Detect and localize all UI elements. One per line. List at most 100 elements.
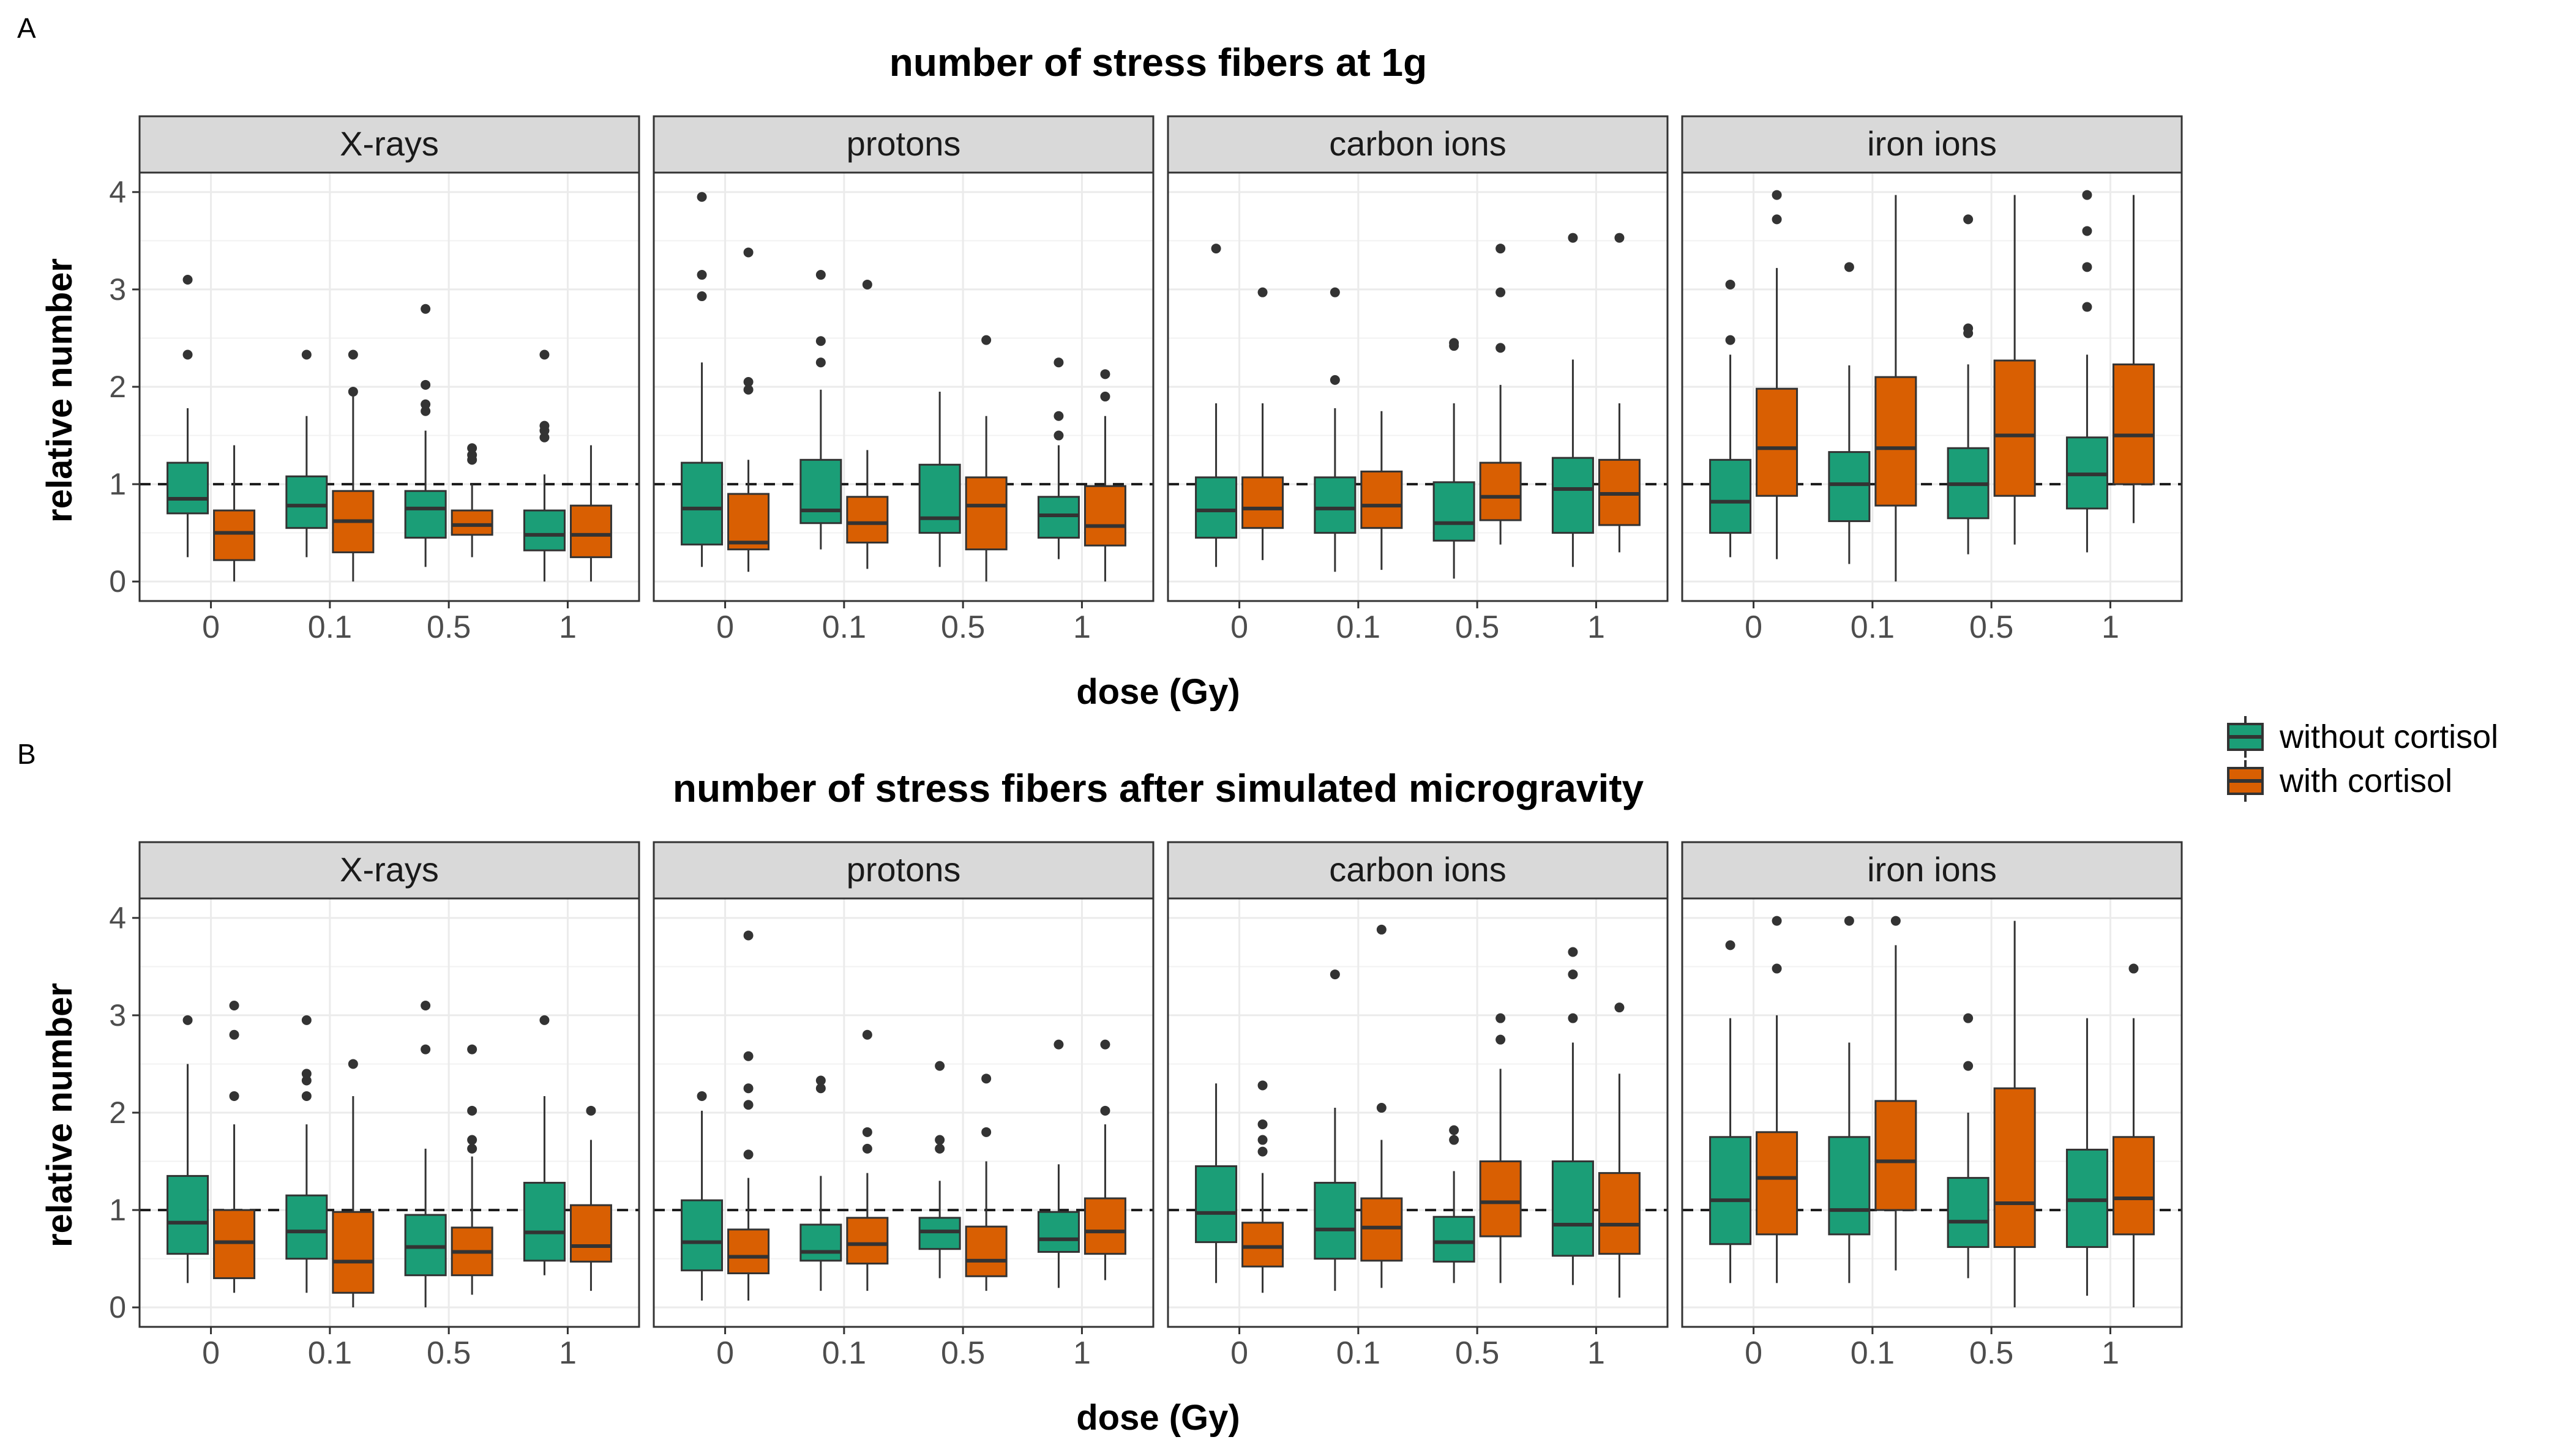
facet-border	[1167, 897, 1669, 1328]
box-without-cortisol-dose-0.1	[1828, 916, 1871, 1283]
outlier-point	[862, 1029, 872, 1040]
box-without-cortisol-dose-1	[1551, 947, 1594, 1285]
outlier-point	[862, 1143, 872, 1154]
outlier-point	[1330, 287, 1340, 297]
outlier-point	[1376, 924, 1387, 935]
chart-b-title: number of stress fibers after simulated …	[673, 766, 1644, 810]
facet-strip	[1681, 841, 2183, 900]
outlier-point	[301, 1075, 312, 1086]
x-tick-label: 1	[2102, 1335, 2119, 1371]
outlier-point	[467, 450, 477, 460]
box-without-cortisol-dose-0.5	[1947, 1013, 1989, 1279]
x-tick-label: 0.1	[308, 610, 352, 645]
x-tick-label: 0.1	[1336, 610, 1380, 645]
outlier-point	[862, 279, 872, 289]
facet-strip-label: protons	[847, 850, 961, 889]
outlier-point	[1772, 214, 1782, 225]
facet-strip-label: X-rays	[340, 850, 439, 889]
outlier-point	[1211, 244, 1221, 254]
facet-strip-label: iron ions	[1867, 850, 1997, 889]
y-tick-label: 3	[109, 998, 126, 1032]
facet-strip	[653, 115, 1155, 174]
facet-iron-ions: iron ions 0 0.1 0.5 1	[1681, 115, 2183, 645]
box-with-cortisol-dose-0	[213, 445, 256, 582]
chart-b-xlabel: dose (Gy)	[1076, 1398, 1240, 1438]
x-tick-label: 0.1	[1851, 1335, 1895, 1371]
outlier-point	[815, 357, 826, 368]
outlier-point	[1100, 1039, 1110, 1050]
outlier-point	[1725, 279, 1735, 289]
outlier-point	[229, 1001, 239, 1010]
outlier-point	[467, 1044, 477, 1055]
box-without-cortisol-dose-1	[2065, 190, 2108, 553]
box-without-cortisol-dose-1	[2065, 1018, 2108, 1296]
legend-label-without-cortisol: without cortisol	[2279, 719, 2498, 755]
box-with-cortisol-dose-0.1	[1360, 924, 1403, 1288]
outlier-point	[935, 1061, 945, 1071]
outlier-point	[1100, 391, 1110, 401]
box-iqr	[213, 1209, 256, 1279]
outlier-point	[182, 1015, 193, 1025]
outlier-point	[539, 1015, 550, 1025]
outlier-point	[1054, 357, 1064, 368]
outlier-point	[2128, 963, 2139, 974]
outlier-point	[467, 443, 477, 454]
outlier-point	[421, 1001, 431, 1010]
x-tick-label: 1	[1073, 610, 1091, 645]
outlier-point	[1054, 411, 1064, 421]
y-tick-label: 0	[109, 1290, 126, 1324]
box-without-cortisol-dose-0	[1195, 244, 1238, 567]
box-with-cortisol-dose-0.5	[451, 443, 493, 558]
outlier-point	[2082, 190, 2092, 200]
outlier-point	[1614, 1002, 1625, 1013]
outlier-point	[743, 247, 754, 258]
legend-key-with-cortisol	[2227, 760, 2264, 802]
box-iqr	[1551, 457, 1594, 534]
facet-border	[653, 897, 1155, 1328]
outlier-point	[743, 930, 754, 941]
outlier-point	[935, 1135, 945, 1145]
outlier-point	[935, 1143, 945, 1154]
box-iqr	[167, 1174, 209, 1255]
x-tick-label: 0.1	[822, 1335, 866, 1371]
box-without-cortisol-dose-1	[1551, 233, 1594, 567]
box-without-cortisol-dose-1	[1037, 1039, 1080, 1288]
x-tick-label: 0.5	[1969, 610, 2013, 645]
outlier-point	[1725, 940, 1735, 950]
outlier-point	[2082, 302, 2092, 312]
x-tick-label: 0.1	[822, 610, 866, 645]
legend: without cortisol with cortisol	[2227, 716, 2498, 802]
outlier-point	[1257, 1135, 1268, 1145]
box-iqr	[523, 509, 566, 551]
x-tick-label: 1	[1587, 1335, 1605, 1371]
outlier-point	[1376, 1103, 1387, 1113]
box-iqr	[1432, 481, 1475, 542]
box-iqr	[681, 461, 724, 546]
x-tick-label: 0.5	[1455, 1335, 1499, 1371]
box-iqr	[727, 493, 770, 551]
facet-strip	[138, 841, 640, 900]
facet-carbon-ions: carbon ions 0 0.1 0.5 1	[1167, 115, 1669, 645]
box-without-cortisol-dose-0	[681, 1091, 724, 1301]
outlier-point	[1257, 1119, 1268, 1130]
outlier-point	[586, 1105, 596, 1116]
box-iqr	[1551, 1160, 1594, 1257]
outlier-point	[2082, 262, 2092, 272]
box-with-cortisol-dose-0.5	[965, 335, 1008, 582]
panel-label-a: A	[17, 12, 36, 44]
x-tick-label: 0	[202, 1335, 220, 1371]
box-without-cortisol-dose-0.5	[1947, 214, 1989, 554]
box-without-cortisol-dose-1	[1037, 357, 1080, 559]
box-iqr	[1314, 1182, 1357, 1260]
box-iqr	[1360, 470, 1403, 529]
outlier-point	[348, 349, 358, 360]
outlier-point	[467, 1135, 477, 1145]
box-iqr	[523, 1182, 566, 1262]
box-iqr	[918, 463, 961, 534]
outlier-point	[182, 275, 193, 285]
x-tick-label: 1	[1073, 1335, 1091, 1371]
x-tick-label: 0	[716, 610, 734, 645]
facet-border	[1681, 897, 2183, 1328]
